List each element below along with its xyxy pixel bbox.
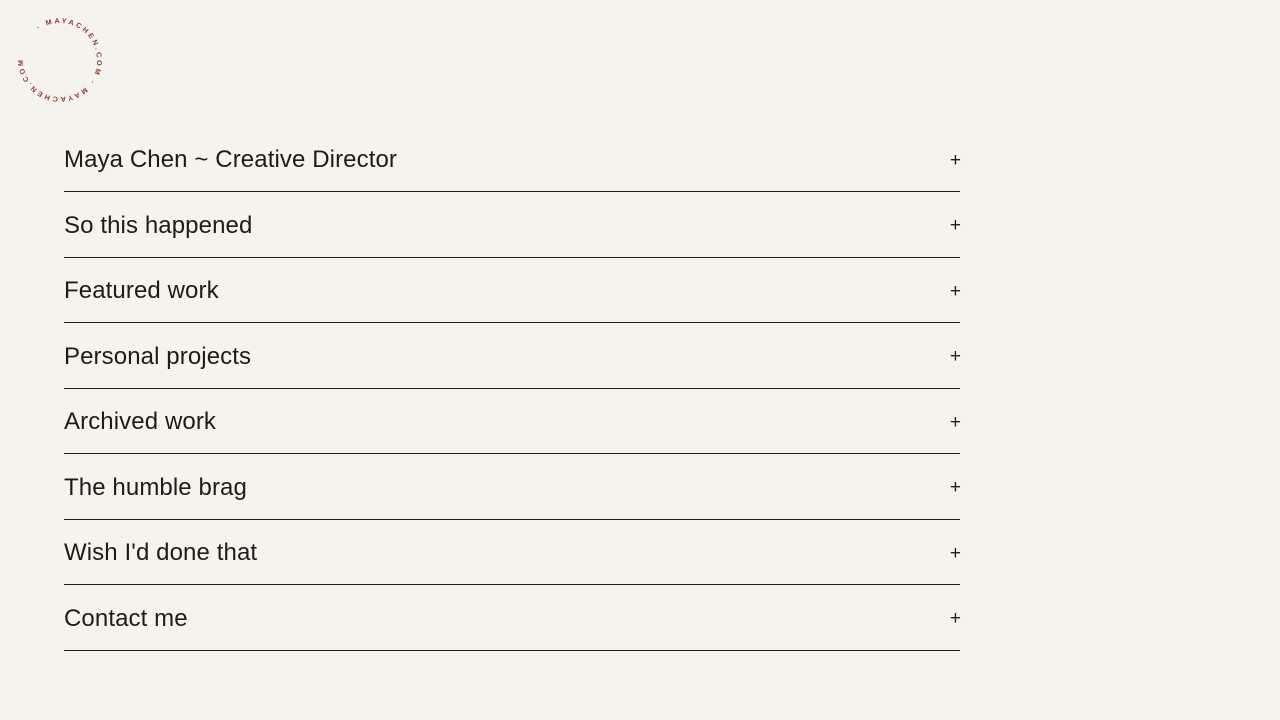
svg-text:· MAYACHEN.COM · MAYACHEN.COM: · MAYACHEN.COM · MAYACHEN.COM · [14, 14, 103, 103]
